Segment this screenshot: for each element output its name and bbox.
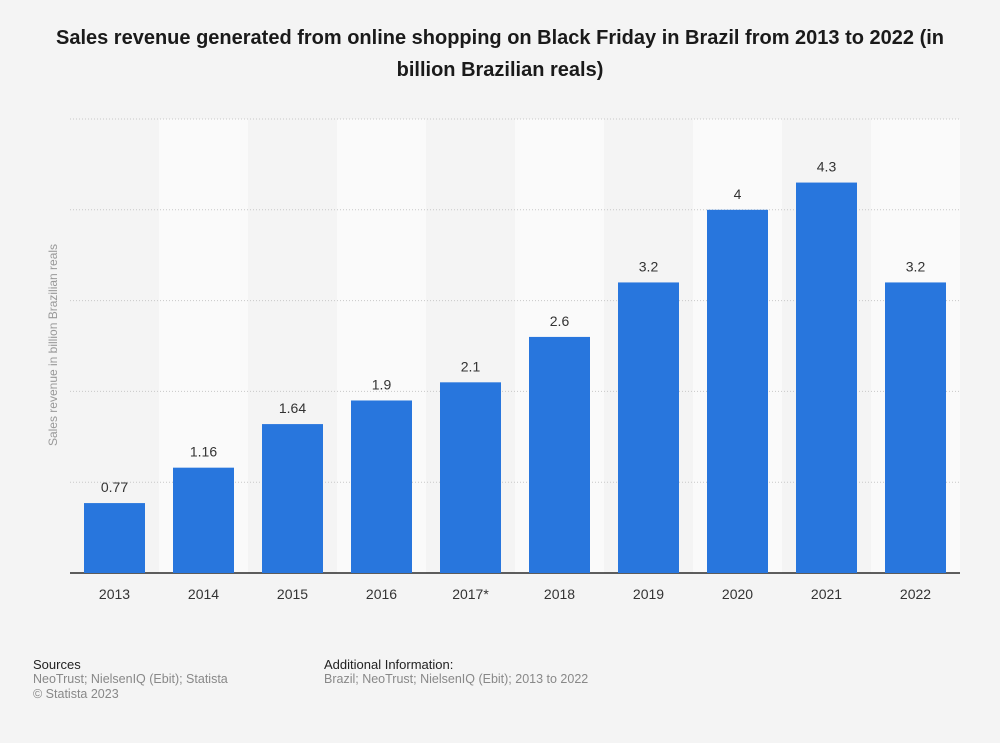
- bar-value-label: 2.1: [461, 358, 481, 374]
- bar[interactable]: [440, 382, 501, 573]
- sources-text: NeoTrust; NielsenIQ (Ebit); Statista: [33, 672, 228, 686]
- x-tick-label: 2014: [188, 586, 219, 602]
- bar-value-label: 1.16: [190, 444, 217, 460]
- bar-value-label: 4: [734, 186, 742, 202]
- value-labels: 0.77 1.16 1.64 1.9 2.1 2.6 3.2 4 4.3 3.2: [101, 159, 926, 496]
- x-tick-label: 2017*: [452, 586, 489, 602]
- bar[interactable]: [173, 467, 234, 573]
- additional-info-block: Additional Information: Brazil; NeoTrust…: [324, 657, 588, 687]
- bar-value-label: 3.2: [906, 258, 926, 274]
- x-tick-label: 2022: [900, 586, 931, 602]
- bar[interactable]: [885, 282, 946, 573]
- chart-title: Sales revenue generated from online shop…: [55, 27, 945, 81]
- bars: [84, 182, 946, 574]
- x-tick-label: 2016: [366, 586, 397, 602]
- y-axis-label: Sales revenue in billion Brazilian reals: [46, 244, 60, 446]
- copyright-text: © Statista 2023: [33, 687, 119, 701]
- bar[interactable]: [262, 424, 323, 573]
- bar[interactable]: [351, 400, 412, 573]
- additional-info-heading: Additional Information:: [324, 657, 454, 672]
- sources-heading: Sources: [33, 657, 81, 672]
- x-tick-label: 2018: [544, 586, 575, 602]
- bar[interactable]: [529, 336, 590, 573]
- bar-value-label: 3.2: [639, 258, 659, 274]
- bar[interactable]: [707, 209, 768, 574]
- x-tick-label: 2020: [722, 586, 753, 602]
- bar-value-label: 0.77: [101, 479, 128, 495]
- bar-value-label: 1.9: [372, 376, 392, 392]
- bar-value-label: 1.64: [279, 400, 306, 416]
- x-tick-labels: 2013 2014 2015 2016 2017* 2018 2019 2020 2021 202…: [99, 586, 931, 602]
- bar-value-label: 2.6: [550, 313, 570, 329]
- bar-value-label: 4.3: [817, 159, 837, 175]
- bar[interactable]: [84, 503, 145, 573]
- sources-block: Sources NeoTrust; NielsenIQ (Ebit); Stat…: [33, 657, 228, 702]
- x-tick-label: 2021: [811, 586, 842, 602]
- additional-info-text: Brazil; NeoTrust; NielsenIQ (Ebit); 2013…: [324, 672, 589, 686]
- bar[interactable]: [796, 182, 857, 573]
- bar[interactable]: [618, 282, 679, 573]
- x-tick-label: 2013: [99, 586, 130, 602]
- x-tick-label: 2019: [633, 586, 664, 602]
- x-tick-label: 2015: [277, 586, 308, 602]
